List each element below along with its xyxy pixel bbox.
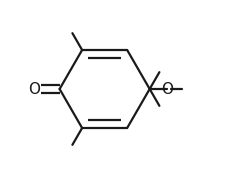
Text: O: O xyxy=(28,82,40,96)
Text: O: O xyxy=(161,82,173,96)
